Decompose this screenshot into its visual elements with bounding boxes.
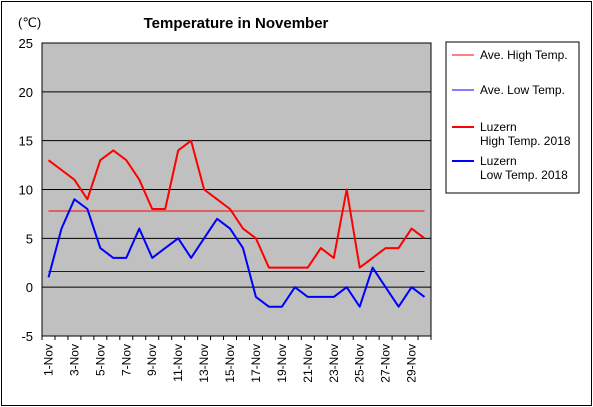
x-axis-ticks: 1-Nov 3-Nov 5-Nov 7-Nov 9-Nov 11-Nov 13-Nov 15-… [41,336,432,383]
x-tick-label: 9-Nov [145,344,159,376]
x-tick-label: 25-Nov [353,344,367,383]
y-tick-label: 5 [26,231,33,246]
series-line-3 [47,198,426,308]
x-tick-label: 21-Nov [301,344,315,383]
y-tick-label: 25 [19,36,33,51]
x-tick-label: 19-Nov [275,344,289,383]
legend-label: Ave. High Temp. [480,48,568,62]
legend-label: Low Temp. 2018 [480,168,568,182]
chart-title: Temperature in November [144,15,329,32]
y-tick-label: 15 [19,134,33,149]
y-axis-ticks: 25 20 15 10 5 0 -5 [19,36,33,344]
x-tick-label: 3-Nov [67,344,81,376]
series-line-2 [47,139,426,269]
y-tick-label: 10 [19,183,33,198]
x-tick-label: 23-Nov [327,344,341,383]
y-tick-label: 20 [19,85,33,100]
x-tick-label: 7-Nov [119,344,133,376]
x-tick-label: 15-Nov [223,344,237,383]
legend-label: Luzern [480,120,517,134]
unit-label: (℃) [18,15,41,30]
x-tick-label: 11-Nov [171,344,185,382]
x-tick-label: 29-Nov [405,344,419,383]
legend-label: Luzern [480,154,517,168]
x-tick-label: 27-Nov [379,344,393,383]
x-tick-label: 17-Nov [249,344,263,383]
y-tick-label: -5 [21,329,33,344]
x-tick-label: 1-Nov [41,344,55,376]
y-tick-label: 0 [26,280,33,295]
legend-label: High Temp. 2018 [480,134,571,148]
legend-box [445,41,580,194]
x-tick-label: 5-Nov [93,344,107,376]
legend-label: Ave. Low Temp. [480,83,565,97]
x-tick-label: 13-Nov [197,344,211,383]
series-layer [47,139,426,308]
legend: Ave. High Temp.Ave. Low Temp.LuzernHigh … [452,48,571,182]
